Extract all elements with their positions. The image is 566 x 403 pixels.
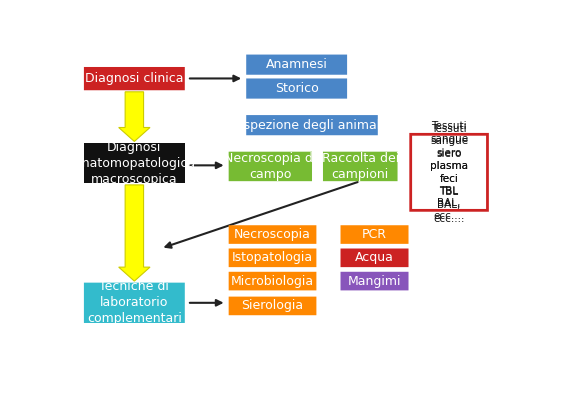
FancyBboxPatch shape [229,225,316,244]
FancyBboxPatch shape [411,134,487,210]
FancyBboxPatch shape [84,67,185,90]
Text: Raccolta dei
campioni: Raccolta dei campioni [321,152,399,181]
FancyBboxPatch shape [229,249,316,267]
FancyBboxPatch shape [341,249,409,267]
Text: Tessuti
sangue
siero
plasma
feci
TBL
BAL,
ecc....: Tessuti sangue siero plasma feci TBL BAL… [430,121,468,224]
Text: Anamnesi: Anamnesi [265,58,328,71]
Text: PCR: PCR [362,228,387,241]
Text: Microbiologia: Microbiologia [231,274,314,288]
Text: Necroscopia di
campo: Necroscopia di campo [224,152,316,181]
FancyArrow shape [119,92,150,141]
FancyArrow shape [119,185,150,281]
Text: Istopatologia: Istopatologia [232,251,313,264]
Text: Acqua: Acqua [355,251,394,264]
FancyBboxPatch shape [229,272,316,291]
FancyBboxPatch shape [229,297,316,315]
FancyBboxPatch shape [341,225,409,244]
FancyBboxPatch shape [411,134,487,210]
Text: Sierologia: Sierologia [242,299,303,312]
Text: Diagnosi
anatomopatologica
macroscopica: Diagnosi anatomopatologica macroscopica [74,141,195,186]
Text: Necroscopia: Necroscopia [234,228,311,241]
Text: Mangimi: Mangimi [348,274,401,288]
Text: Ispezione degli animali: Ispezione degli animali [240,118,384,132]
FancyBboxPatch shape [341,272,409,291]
Text: Tessuti
sangue
siero
plasma
feci
TBL
BAL,
ecc....: Tessuti sangue siero plasma feci TBL BAL… [430,124,468,221]
Text: Tecniche di
laboratorio
complementari: Tecniche di laboratorio complementari [87,280,182,325]
Text: Diagnosi clinica: Diagnosi clinica [85,72,183,85]
FancyBboxPatch shape [246,54,347,75]
FancyBboxPatch shape [246,79,347,99]
FancyBboxPatch shape [229,152,312,181]
FancyBboxPatch shape [246,115,378,135]
FancyBboxPatch shape [84,283,185,323]
FancyBboxPatch shape [84,143,185,183]
Text: Storico: Storico [275,82,319,95]
FancyBboxPatch shape [323,152,397,181]
